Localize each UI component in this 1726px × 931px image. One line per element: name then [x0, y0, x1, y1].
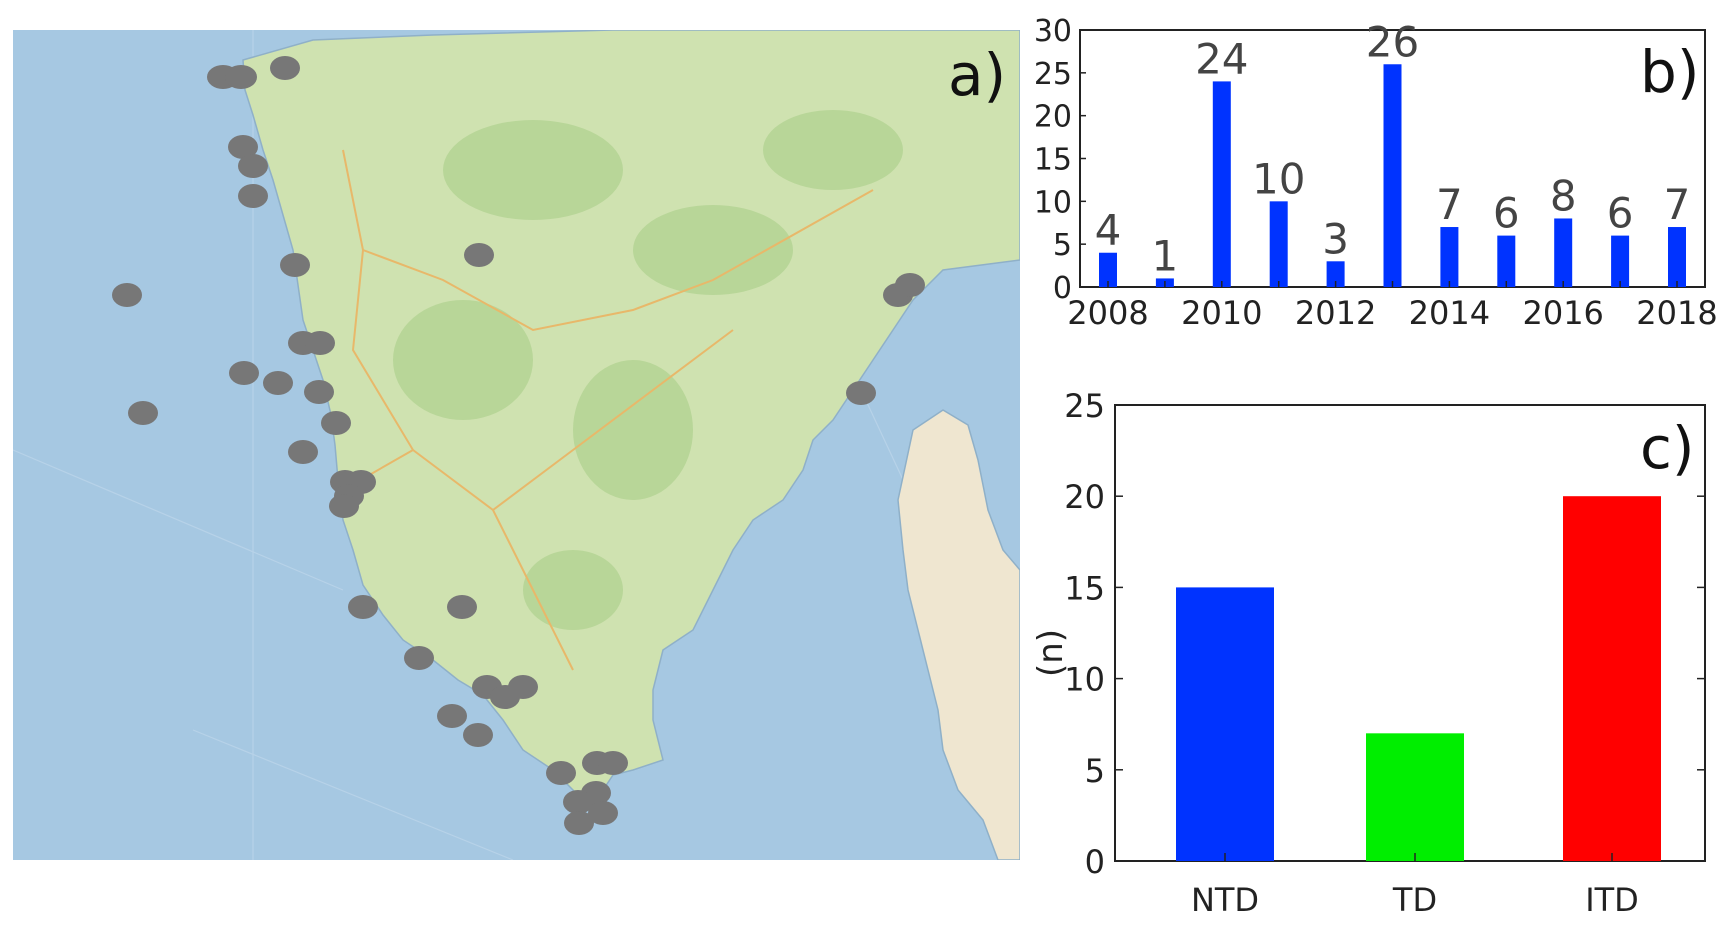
- chart-c-y-axis-label: (n): [1031, 629, 1071, 677]
- panel-a-letter: a): [948, 41, 1006, 109]
- chart-c-bar-td: [1366, 733, 1464, 861]
- chart-b-bar-2018: [1668, 227, 1686, 287]
- map-marker: [563, 790, 593, 814]
- chart-b-bar-2013: [1383, 64, 1402, 288]
- map-marker: [225, 65, 257, 89]
- chart-b-y-tick-label-20: 20: [1034, 100, 1072, 135]
- chart-c-y-tick-label-0: 0: [1085, 843, 1105, 881]
- chart-b-y-tick-label-25: 25: [1034, 57, 1072, 92]
- chart-b-ticks: 2008 2010 2012 2014 2016 2018 0 5 10 15 20 25 30: [1034, 14, 1718, 332]
- chart-b-x-tick-label-2016: 2016: [1522, 294, 1603, 332]
- map-marker: [463, 723, 493, 747]
- chart-b-x-tick-label-2010: 2010: [1181, 294, 1262, 332]
- chart-b-x-tick-label-2018: 2018: [1636, 294, 1717, 332]
- chart-b-data-label-2018: 7: [1664, 180, 1691, 229]
- map-panel: a): [13, 30, 1020, 860]
- chart-b-data-label-2009: 1: [1152, 231, 1179, 280]
- chart-c-y-tick-label-5: 5: [1085, 752, 1105, 790]
- chart-b-data-label-2010: 24: [1195, 34, 1248, 83]
- chart-b-x-tick-label-2012: 2012: [1295, 294, 1376, 332]
- chart-b-data-label-2008: 4: [1095, 206, 1122, 255]
- map-marker: [304, 380, 334, 404]
- chart-c-y-tick-label-20: 20: [1064, 478, 1105, 516]
- chart-b-bar-2014: [1440, 227, 1459, 287]
- incident-markers: [112, 56, 925, 835]
- map-marker: [238, 184, 268, 208]
- chart-b-bar-2011: [1269, 201, 1288, 287]
- roads: [342, 149, 874, 671]
- map-marker: [588, 801, 618, 825]
- map-marker: [546, 761, 576, 785]
- chart-b-x-tick-label-2008: 2008: [1067, 294, 1148, 332]
- chart-b-data-label-2012: 3: [1322, 214, 1349, 263]
- chart-b-data-label-2017: 6: [1607, 189, 1634, 238]
- map-marker: [112, 283, 142, 307]
- map-marker: [128, 401, 158, 425]
- map-marker: [598, 751, 628, 775]
- map-marker: [238, 154, 268, 178]
- chart-b-bar-2010: [1212, 81, 1231, 288]
- chart-b-data-label-2015: 6: [1493, 189, 1520, 238]
- map-marker: [263, 371, 293, 395]
- map-marker: [329, 494, 359, 518]
- chart-c-ticks: NTD TD ITD 0 5 10 15 20 25: [1064, 387, 1705, 919]
- map-marker: [437, 704, 467, 728]
- chart-b-x-tick-label-2014: 2014: [1409, 294, 1490, 332]
- chart-b-bar-2012: [1326, 261, 1345, 287]
- istria-map: a): [13, 30, 1020, 860]
- chart-b-data-label-2016: 8: [1550, 171, 1577, 220]
- panel-c-letter: c): [1640, 414, 1695, 482]
- map-marker: [895, 273, 925, 297]
- map-marker: [229, 361, 259, 385]
- chart-b-bar-2008: [1099, 252, 1117, 287]
- chart-c-x-tick-label-ntd: NTD: [1191, 881, 1259, 919]
- map-marker: [280, 253, 310, 277]
- chart-c-x-tick-label-td: TD: [1392, 881, 1437, 919]
- map-marker: [228, 135, 258, 159]
- map-marker: [321, 411, 351, 435]
- chart-c-bar-itd: [1563, 496, 1661, 861]
- chart-b-bar-2016: [1554, 218, 1573, 287]
- map-marker: [447, 595, 477, 619]
- chart-b-bar-2017: [1611, 235, 1630, 287]
- chart-b-data-label-2011: 10: [1252, 154, 1305, 203]
- map-marker: [348, 595, 378, 619]
- map-marker: [846, 381, 876, 405]
- chart-b-bar-2015: [1497, 235, 1516, 287]
- chart-c-bar-ntd: [1176, 587, 1274, 861]
- chart-b-y-tick-label-15: 15: [1034, 143, 1072, 178]
- chart-c-bars: [1176, 496, 1661, 861]
- map-marker: [305, 331, 335, 355]
- chart-b-y-tick-label-0: 0: [1053, 271, 1072, 306]
- chart-b-data-label-2013: 26: [1366, 17, 1419, 66]
- chart-c-y-tick-label-25: 25: [1064, 387, 1105, 425]
- map-marker: [564, 811, 594, 835]
- chart-b-y-tick-label-10: 10: [1034, 185, 1072, 220]
- chart-b-data-label-2014: 7: [1436, 180, 1463, 229]
- map-marker: [288, 440, 318, 464]
- land-cres-island: [897, 409, 1020, 860]
- map-marker: [404, 646, 434, 670]
- chart-c-category-bars: NTD TD ITD 0 5 10 15 20 25 (n) c): [1031, 387, 1706, 919]
- panel-b-letter: b): [1640, 38, 1699, 106]
- map-marker: [508, 675, 538, 699]
- map-marker: [270, 56, 300, 80]
- map-marker: [464, 243, 494, 267]
- chart-b-y-tick-label-5: 5: [1053, 228, 1072, 263]
- forest-patches: [393, 110, 903, 630]
- chart-c-x-tick-label-itd: ITD: [1585, 881, 1639, 919]
- chart-b-y-tick-label-30: 30: [1034, 14, 1072, 49]
- chart-c-y-tick-label-15: 15: [1064, 569, 1105, 607]
- chart-b-bars: [1099, 64, 1686, 288]
- chart-c-y-tick-label-10: 10: [1064, 661, 1105, 699]
